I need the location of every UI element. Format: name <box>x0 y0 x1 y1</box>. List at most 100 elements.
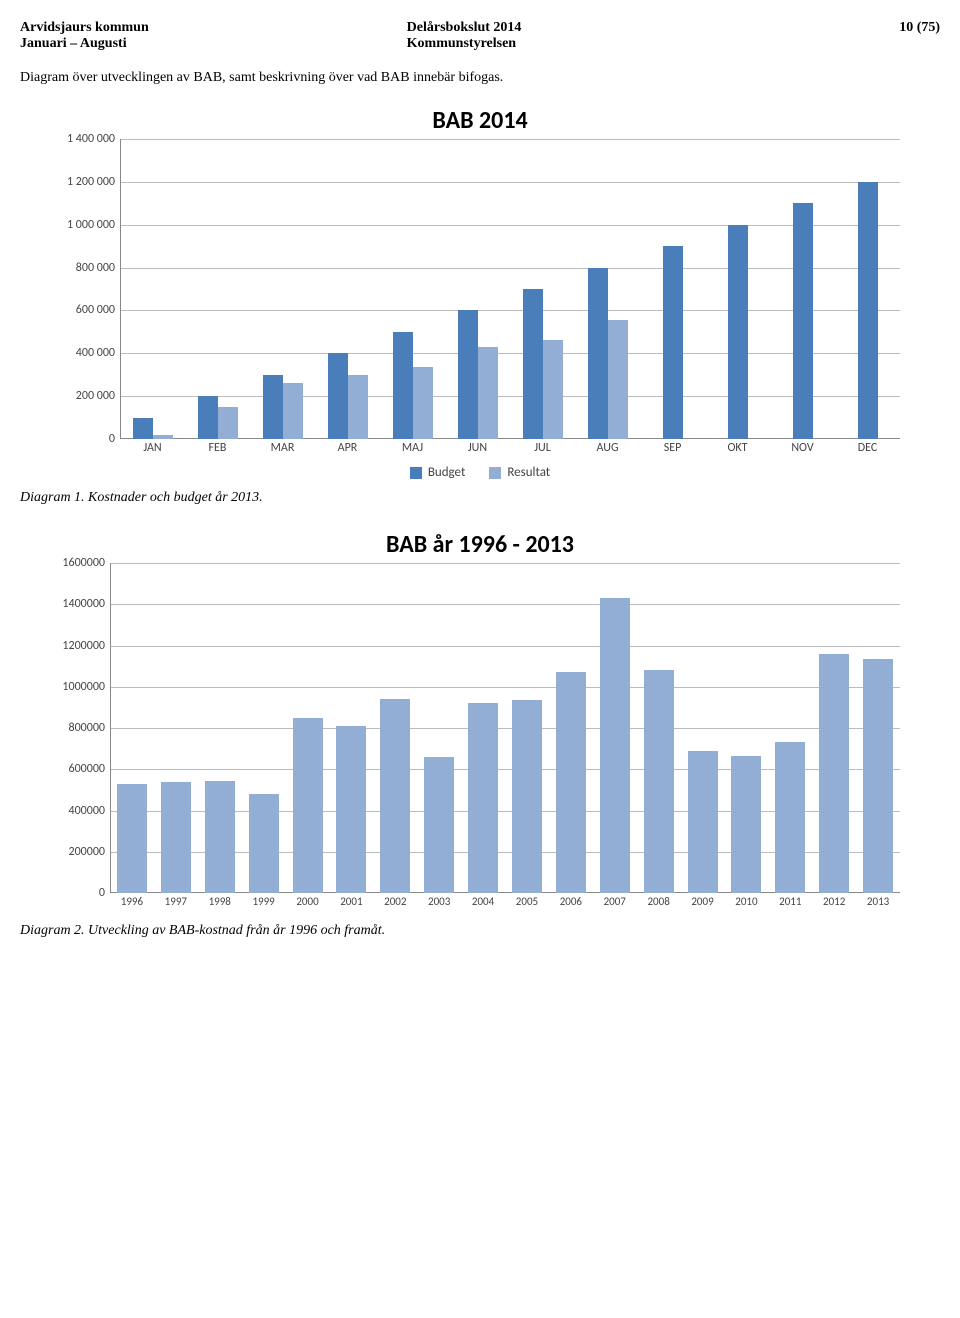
x-axis-label: 2003 <box>417 895 461 913</box>
y-axis-label: 0 <box>50 432 115 446</box>
x-axis-label: 1998 <box>198 895 242 913</box>
bar-group <box>505 700 549 893</box>
chart1-xlabels: JANFEBMARAPRMAJJUNJULAUGSEPOKTNOVDEC <box>120 441 900 459</box>
y-axis-label: 1200000 <box>50 639 105 653</box>
bar-group <box>185 396 250 439</box>
bar-value <box>819 654 849 893</box>
bar-value <box>863 659 893 893</box>
x-axis-label: APR <box>315 441 380 459</box>
bar-group <box>417 757 461 893</box>
chart2-xlabels: 1996199719981999200020012002200320042005… <box>110 895 900 913</box>
header-doc-subtitle: Kommunstyrelsen <box>407 36 674 52</box>
bar-group <box>445 310 510 439</box>
legend-resultat: Resultat <box>489 465 550 480</box>
x-axis-label: JAN <box>120 441 185 459</box>
bar-group <box>154 782 198 893</box>
bar-budget <box>523 289 543 439</box>
y-axis-label: 1000000 <box>50 680 105 694</box>
chart1-bars <box>120 139 900 439</box>
x-axis-label: 2004 <box>461 895 505 913</box>
chart1-title: BAB 2014 <box>50 106 910 135</box>
x-axis-label: DEC <box>835 441 900 459</box>
bar-value <box>249 794 279 893</box>
bar-group <box>549 672 593 893</box>
y-axis-label: 800000 <box>50 721 105 735</box>
bar-group <box>315 353 380 439</box>
y-axis-label: 1400000 <box>50 597 105 611</box>
chart1-area: JANFEBMARAPRMAJJUNJULAUGSEPOKTNOVDEC 0 20… <box>50 139 910 459</box>
x-axis-label: 1996 <box>110 895 154 913</box>
bar-value <box>600 598 630 893</box>
header-period: Januari – Augusti <box>20 36 287 52</box>
bar-group <box>510 289 575 439</box>
y-axis-label: 1 400 000 <box>50 132 115 146</box>
header-right: 10 (75) <box>673 20 940 52</box>
bar-value <box>205 781 235 893</box>
bar-group <box>724 756 768 893</box>
y-axis-label: 400000 <box>50 804 105 818</box>
x-axis-label: 2002 <box>373 895 417 913</box>
bar-group <box>461 703 505 893</box>
header-org: Arvidsjaurs kommun <box>20 20 287 36</box>
bar-budget <box>133 418 153 439</box>
x-axis-label: 2013 <box>856 895 900 913</box>
x-axis-label: NOV <box>770 441 835 459</box>
bar-group <box>812 654 856 893</box>
bar-group <box>242 794 286 893</box>
x-axis-label: JUN <box>445 441 510 459</box>
x-axis-label: 2000 <box>286 895 330 913</box>
y-axis-label: 1 000 000 <box>50 218 115 232</box>
bar-budget <box>588 268 608 439</box>
bar-resultat <box>153 435 173 439</box>
bar-group <box>250 375 315 439</box>
x-axis-label: 2008 <box>637 895 681 913</box>
bar-group <box>681 751 725 893</box>
legend-resultat-label: Resultat <box>507 465 550 480</box>
bar-value <box>161 782 191 893</box>
y-axis-label: 200 000 <box>50 389 115 403</box>
bar-group <box>380 332 445 439</box>
bar-budget <box>458 310 478 439</box>
bar-value <box>688 751 718 893</box>
x-axis-label: FEB <box>185 441 250 459</box>
bar-group <box>640 246 705 439</box>
chart2-area: 1996199719981999200020012002200320042005… <box>50 563 910 913</box>
x-axis-label: 2005 <box>505 895 549 913</box>
swatch-budget <box>410 467 422 479</box>
bar-budget <box>263 375 283 439</box>
page-number: 10 (75) <box>899 20 940 35</box>
y-axis-label: 600000 <box>50 762 105 776</box>
bar-budget <box>328 353 348 439</box>
bar-value <box>775 742 805 893</box>
bar-value <box>644 670 674 893</box>
x-axis-label: 2011 <box>768 895 812 913</box>
x-axis-label: 1997 <box>154 895 198 913</box>
header-center: Delårsbokslut 2014 Kommunstyrelsen <box>287 20 674 52</box>
caption2: Diagram 2. Utveckling av BAB-kostnad frå… <box>20 923 940 939</box>
bar-group <box>286 718 330 893</box>
bar-group <box>637 670 681 893</box>
bar-group <box>770 203 835 439</box>
bar-group <box>373 699 417 893</box>
bar-resultat <box>543 340 563 439</box>
bar-resultat <box>608 320 628 439</box>
bar-group <box>593 598 637 893</box>
x-axis-label: MAJ <box>380 441 445 459</box>
bar-value <box>293 718 323 893</box>
y-axis-label: 0 <box>50 886 105 900</box>
caption1: Diagram 1. Kostnader och budget år 2013. <box>20 490 940 506</box>
x-axis-label: 1999 <box>242 895 286 913</box>
y-axis-label: 200000 <box>50 845 105 859</box>
bar-budget <box>393 332 413 439</box>
bar-budget <box>858 182 878 439</box>
bar-group <box>575 268 640 439</box>
chart-bab-1996-2013: BAB år 1996 - 2013 199619971998199920002… <box>50 530 910 913</box>
bar-value <box>556 672 586 893</box>
intro-text: Diagram över utvecklingen av BAB, samt b… <box>20 70 940 86</box>
bar-group <box>768 742 812 893</box>
bar-resultat <box>413 367 433 439</box>
x-axis-label: 2007 <box>593 895 637 913</box>
header-doc-title: Delårsbokslut 2014 <box>407 20 674 36</box>
bar-value <box>117 784 147 893</box>
bar-budget <box>728 225 748 439</box>
